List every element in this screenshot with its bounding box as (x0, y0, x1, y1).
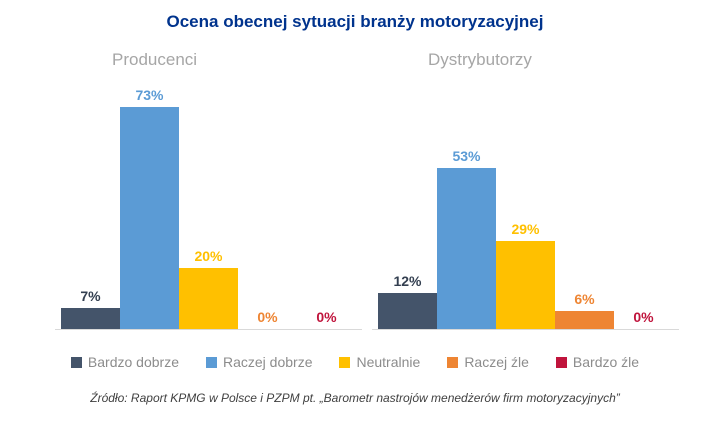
bar-slot-producenci-bardzo-dobrze: 7% (61, 288, 120, 329)
legend-item-bardzo-dobrze: Bardzo dobrze (70, 354, 179, 370)
legend-swatch-icon-bardzo-dobrze (70, 356, 82, 368)
value-label-dystrybutorzy-bardzo-dobrze: 12% (393, 273, 422, 289)
legend-item-neutralnie: Neutralnie (339, 354, 420, 370)
legend-swatch-icon-neutralnie (339, 356, 351, 368)
bar-producenci-neutralnie (179, 268, 238, 329)
bar-slot-producenci-raczej-dobrze: 73% (120, 87, 179, 329)
value-label-producenci-raczej-zle: 0% (257, 309, 278, 325)
legend-swatch-icon-raczej-dobrze (205, 356, 217, 368)
bar-slot-producenci-neutralnie: 20% (179, 248, 238, 329)
legend-label-raczej-dobrze: Raczej dobrze (222, 354, 313, 370)
bar-slot-dystrybutorzy-bardzo-zle: 0% (614, 309, 673, 329)
legend-label-raczej-zle: Raczej źle (464, 354, 529, 370)
bar-slot-producenci-bardzo-zle: 0% (297, 309, 356, 329)
bar-slot-dystrybutorzy-raczej-zle: 6% (555, 291, 614, 329)
legend-label-neutralnie: Neutralnie (356, 354, 421, 370)
bar-group-dystrybutorzy: 12% 53% 29% 6% 0% (378, 148, 673, 329)
legend: Bardzo dobrze Raczej dobrze Neutralnie Racz… (0, 354, 710, 370)
bar-group-producenci: 7% 73% 20% 0% 0% (61, 87, 356, 329)
bar-producenci-raczej-dobrze (120, 107, 179, 329)
axis-baseline-dystrybutorzy (372, 329, 679, 330)
legend-label-bardzo-zle: Bardzo źle (572, 354, 640, 370)
group-label-dystrybutorzy: Dystrybutorzy (428, 50, 532, 69)
value-label-dystrybutorzy-raczej-dobrze: 53% (452, 148, 481, 164)
value-label-dystrybutorzy-raczej-zle: 6% (574, 291, 595, 307)
axis-baseline-producenci (55, 329, 362, 330)
bar-slot-dystrybutorzy-bardzo-dobrze: 12% (378, 273, 437, 329)
bar-slot-dystrybutorzy-neutralnie: 29% (496, 221, 555, 329)
legend-swatch-icon-bardzo-zle (555, 356, 567, 368)
bar-dystrybutorzy-raczej-dobrze (437, 168, 496, 329)
value-label-producenci-bardzo-zle: 0% (316, 309, 337, 325)
legend-item-raczej-zle: Raczej źle (447, 354, 529, 370)
legend-item-raczej-dobrze: Raczej dobrze (205, 354, 313, 370)
bar-slot-producenci-raczej-zle: 0% (238, 309, 297, 329)
bar-producenci-bardzo-dobrze (61, 308, 120, 329)
value-label-dystrybutorzy-bardzo-zle: 0% (633, 309, 654, 325)
value-label-producenci-neutralnie: 20% (194, 248, 223, 264)
group-label-producenci: Producenci (112, 50, 198, 69)
bar-dystrybutorzy-neutralnie (496, 241, 555, 329)
bar-dystrybutorzy-raczej-zle (555, 311, 614, 329)
chart-title: Ocena obecnej sytuacji branży motoryzacy… (166, 12, 544, 31)
bar-slot-dystrybutorzy-raczej-dobrze: 53% (437, 148, 496, 329)
legend-swatch-icon-raczej-zle (447, 356, 459, 368)
value-label-producenci-bardzo-dobrze: 7% (80, 288, 101, 304)
value-label-dystrybutorzy-neutralnie: 29% (511, 221, 540, 237)
legend-item-bardzo-zle: Bardzo źle (555, 354, 640, 370)
value-label-producenci-raczej-dobrze: 73% (135, 87, 164, 103)
source-note: Źródło: Raport KPMG w Polsce i PZPM pt. … (90, 391, 620, 405)
bar-dystrybutorzy-bardzo-dobrze (378, 293, 437, 329)
legend-label-bardzo-dobrze: Bardzo dobrze (87, 354, 179, 370)
